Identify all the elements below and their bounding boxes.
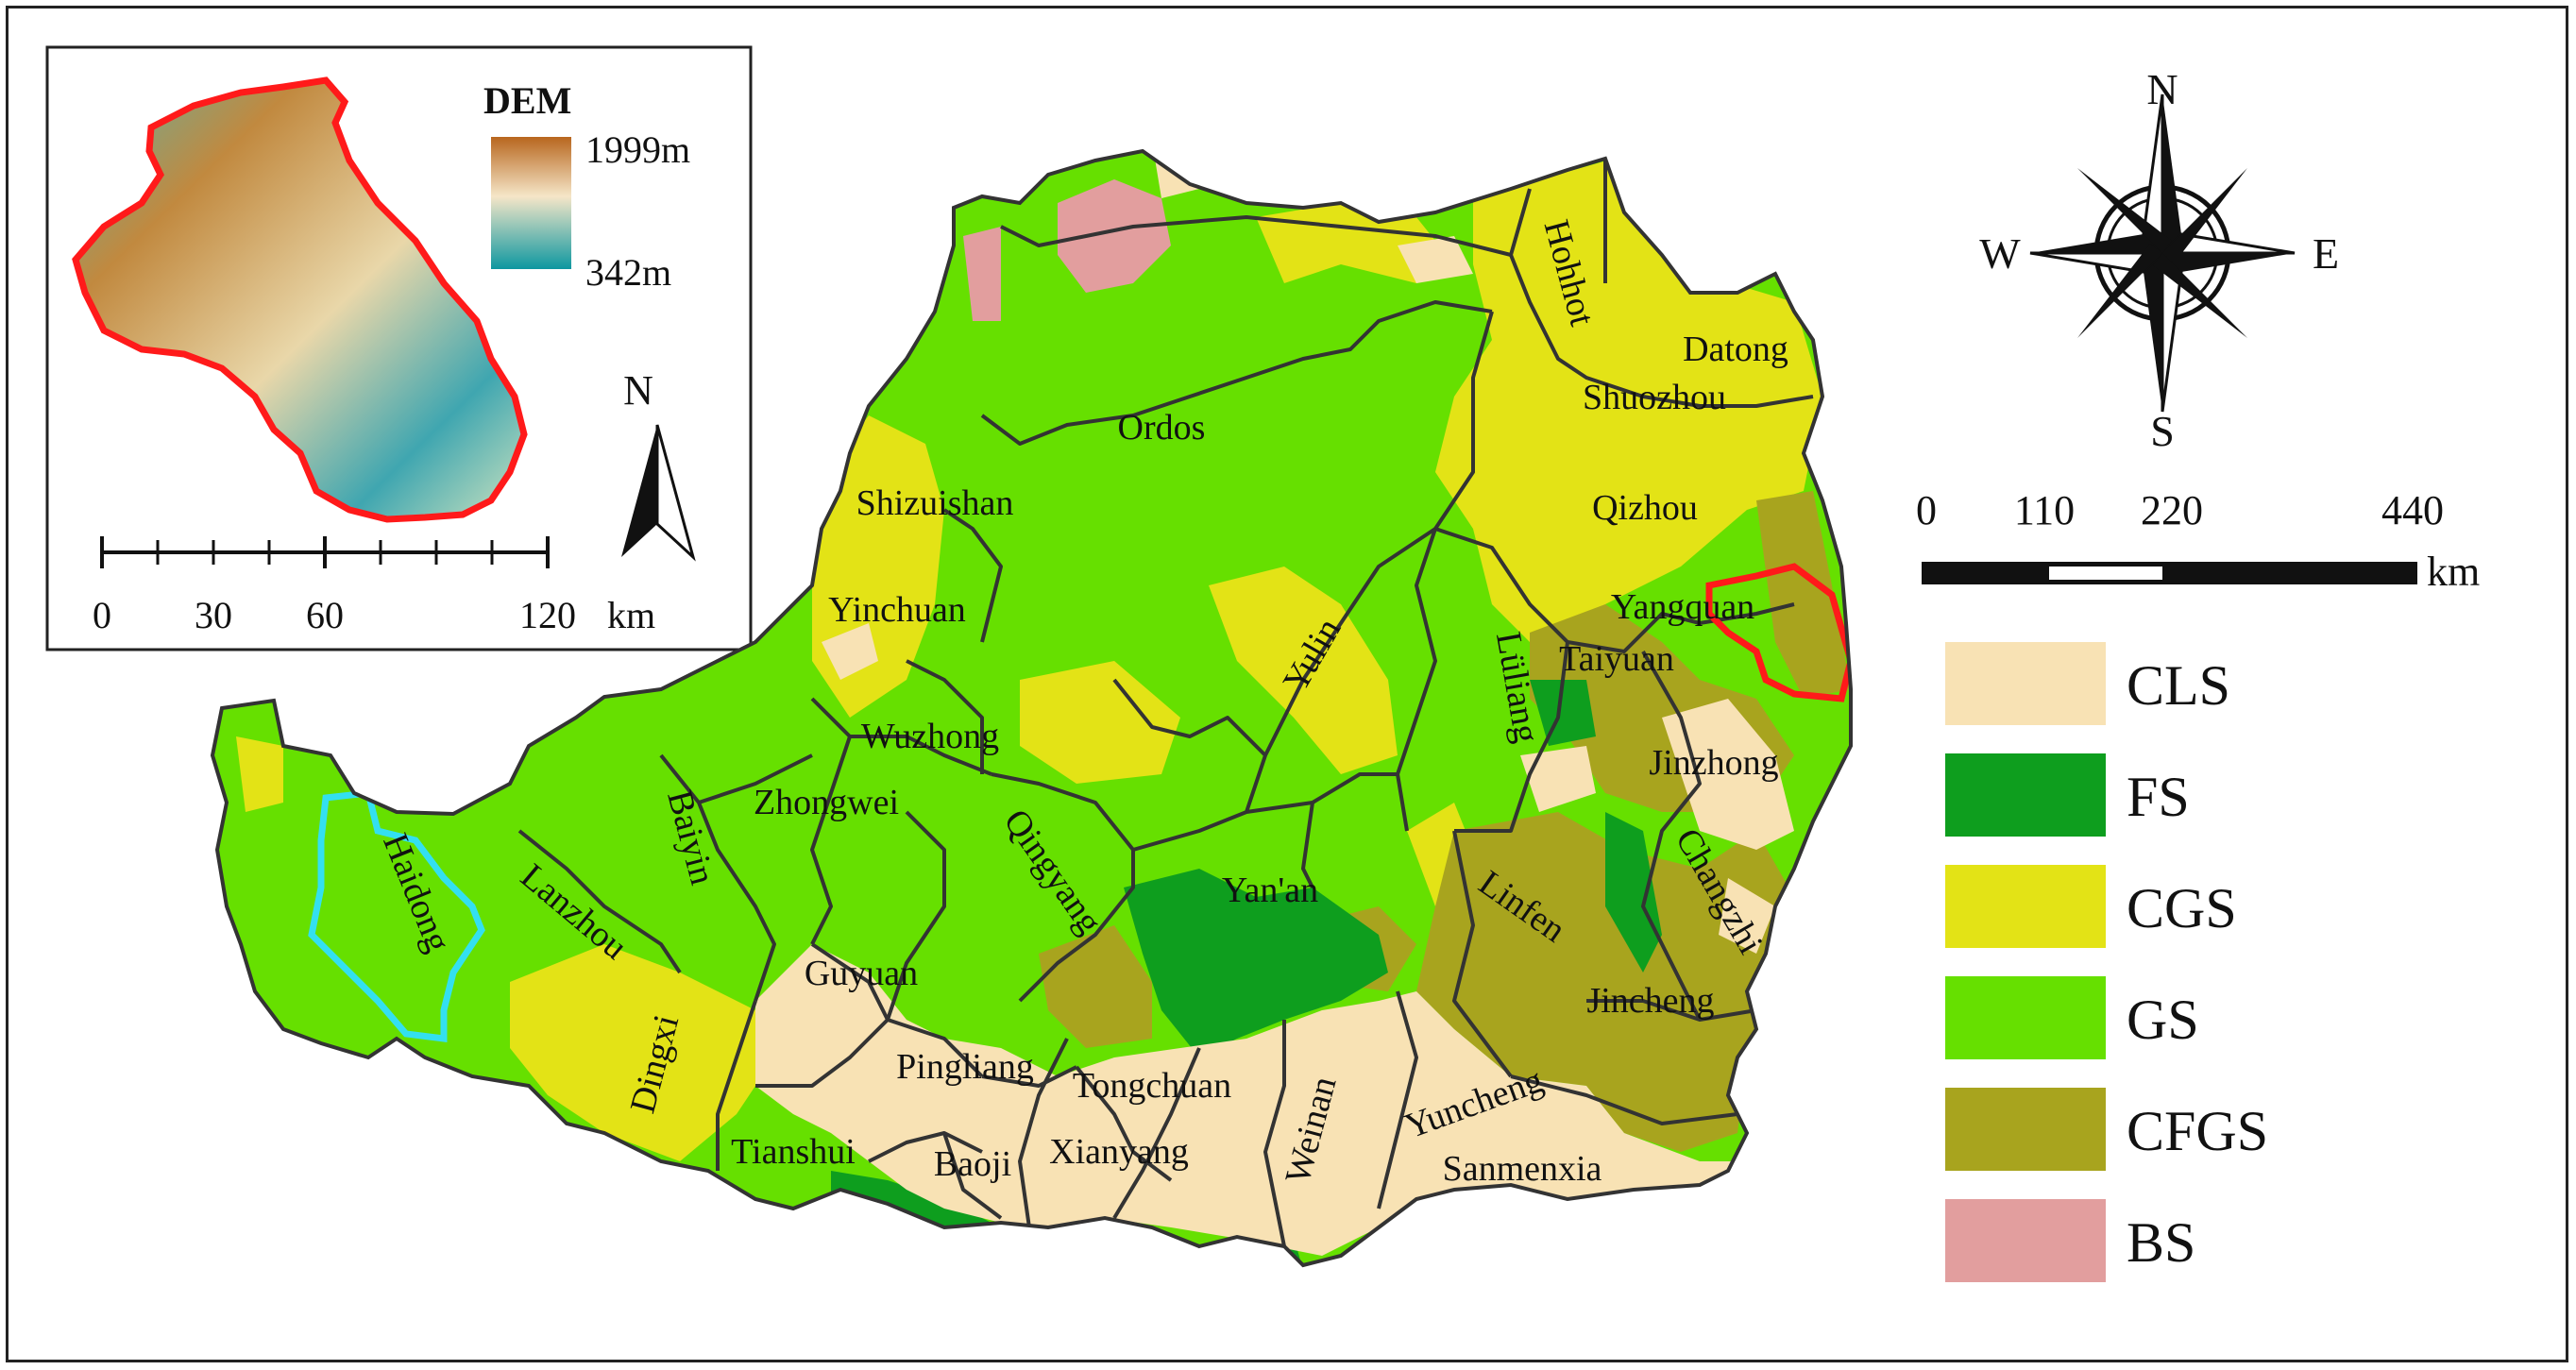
city-label: Wuzhong xyxy=(861,717,999,756)
inset-scale-tick-120: 120 xyxy=(519,594,576,636)
scale-bar: 0 110 220 440 km xyxy=(1916,487,2480,595)
city-label: Qizhou xyxy=(1592,488,1698,528)
zone-bs-ordos xyxy=(1058,179,1171,293)
inset-dem-region xyxy=(72,76,528,523)
dem-color-ramp xyxy=(491,137,571,269)
legend: CLS FS CGS GS CFGS BS xyxy=(1945,642,2268,1282)
map-frame xyxy=(6,6,2568,1362)
zone-cls-south xyxy=(755,944,1747,1256)
legend-label-gs: GS xyxy=(2127,989,2199,1051)
dem-title: DEM xyxy=(483,79,571,122)
legend-swatch-cls xyxy=(1945,642,2106,725)
city-label: Guyuan xyxy=(805,954,918,993)
inset-scale-tick-0: 0 xyxy=(93,594,111,636)
legend-label-cls: CLS xyxy=(2127,654,2230,717)
zone-cfgs-linfen xyxy=(1416,812,1794,1152)
legend-swatch-cgs xyxy=(1945,865,2106,948)
legend-swatch-cfgs xyxy=(1945,1088,2106,1171)
city-label: Jinzhong xyxy=(1649,743,1778,783)
city-label: Zhongwei xyxy=(754,783,899,822)
loess-plateau-boundary xyxy=(210,148,1853,1268)
city-label: Jincheng xyxy=(1586,981,1714,1021)
compass-w: W xyxy=(1979,229,2021,278)
legend-label-cfgs: CFGS xyxy=(2127,1100,2268,1162)
legend-swatch-gs xyxy=(1945,976,2106,1059)
zone-cls-jinzhong xyxy=(1662,699,1794,850)
city-label: Pingliang xyxy=(896,1047,1034,1087)
zone-fs-changzhi xyxy=(1605,812,1662,973)
city-label: Tianshui xyxy=(731,1132,856,1172)
legend-label-bs: BS xyxy=(2127,1211,2195,1274)
inset-scale-bar: 0 30 60 120 km xyxy=(93,536,655,636)
city-label: Yinchuan xyxy=(828,590,966,630)
dem-max-label: 1999m xyxy=(585,128,690,171)
compass-n: N xyxy=(2146,65,2178,113)
prefecture-boundaries xyxy=(517,159,1814,1247)
city-label: Ordos xyxy=(1118,408,1206,448)
haidong-highlight-outline xyxy=(308,789,485,1042)
dem-min-label: 342m xyxy=(585,251,671,294)
city-label: Baoji xyxy=(934,1144,1011,1184)
yangquan-highlight-outline xyxy=(1705,563,1851,702)
legend-swatch-fs xyxy=(1945,753,2106,837)
zone-bs-shizuishan xyxy=(963,227,1001,321)
scale-tick-0: 0 xyxy=(1916,487,1937,533)
scale-tick-110: 110 xyxy=(2014,487,2075,533)
inset-north-arrow-icon xyxy=(621,425,657,557)
compass-s: S xyxy=(2150,407,2175,455)
scale-unit: km xyxy=(2427,549,2480,595)
scale-tick-220: 220 xyxy=(2141,487,2203,533)
city-label: Tongchuan xyxy=(1073,1066,1231,1106)
legend-label-cgs: CGS xyxy=(2127,877,2237,939)
inset-scale-tick-30: 30 xyxy=(195,594,232,636)
city-label: Xianyang xyxy=(1049,1132,1189,1172)
legend-label-fs: FS xyxy=(2127,766,2190,828)
zone-fs-yanan xyxy=(1124,869,1388,1057)
inset-north-letter: N xyxy=(623,367,653,414)
city-label: Yan'an xyxy=(1222,871,1318,910)
city-label: Shuozhou xyxy=(1583,378,1726,417)
compass-e: E xyxy=(2313,229,2339,278)
scale-tick-440: 440 xyxy=(2381,487,2444,533)
compass-rose-icon: N S W E xyxy=(1979,65,2339,455)
inset-map: DEM 1999m 342m N 0 30 60 120 km xyxy=(45,45,753,651)
city-label: Sanmenxia xyxy=(1443,1149,1602,1189)
city-label: Shizuishan xyxy=(856,483,1014,523)
legend-swatch-bs xyxy=(1945,1199,2106,1282)
zone-cgs-dingxi xyxy=(510,944,774,1161)
inset-scale-tick-60: 60 xyxy=(306,594,344,636)
inset-scale-unit: km xyxy=(607,594,655,636)
city-label: Taiyuan xyxy=(1559,639,1674,679)
city-label: Yangquan xyxy=(1611,587,1754,627)
city-label: Datong xyxy=(1683,330,1788,369)
